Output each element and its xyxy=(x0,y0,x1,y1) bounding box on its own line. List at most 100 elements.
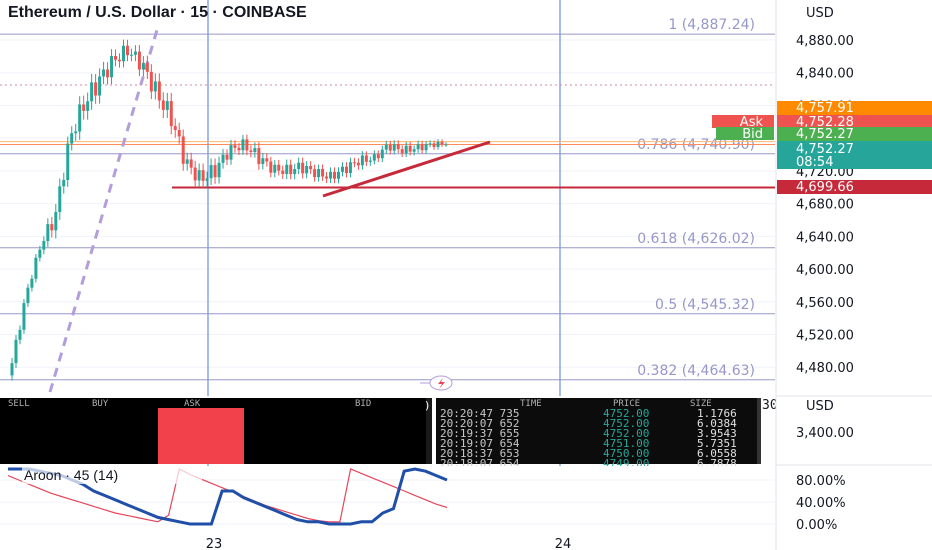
price-axis[interactable] xyxy=(776,0,932,550)
price-lines xyxy=(0,141,775,189)
candle-body xyxy=(165,101,169,110)
lower-currency-label: USD xyxy=(806,399,834,414)
main-pane[interactable] xyxy=(0,0,775,395)
trend-line[interactable] xyxy=(322,140,491,198)
candle-body xyxy=(22,303,26,330)
candle-body xyxy=(257,148,261,164)
candle-body xyxy=(396,144,400,150)
ask-badge xyxy=(712,115,774,128)
candle-body xyxy=(376,154,380,159)
candle-body xyxy=(356,162,360,166)
fib-label-0: 1 (4,887.24) xyxy=(668,17,755,33)
time-label-24: 24 xyxy=(555,537,572,550)
candle-body xyxy=(340,166,344,172)
candle-body xyxy=(336,171,340,179)
candle-body xyxy=(38,249,42,258)
candle-body xyxy=(209,165,213,179)
alert-marker-icon[interactable] xyxy=(420,375,453,391)
bid-price-tag: 4,752.27 xyxy=(796,127,854,142)
candle-body xyxy=(281,170,285,174)
candle-body xyxy=(62,179,66,187)
tape-cell: 4752.00 xyxy=(603,407,649,420)
tape-cell: 1.1766 xyxy=(697,407,737,420)
candle-body xyxy=(197,170,201,181)
candle-body xyxy=(424,144,428,151)
candle-body xyxy=(325,176,329,179)
price-tick-7: 4,600.00 xyxy=(796,263,854,278)
candle-body xyxy=(408,145,412,152)
aroon-tick-2: 0.00% xyxy=(796,518,837,533)
candle-body xyxy=(225,154,229,160)
candle-body xyxy=(261,158,265,164)
candle-body xyxy=(432,143,436,147)
tape-scrollbar[interactable] xyxy=(757,398,761,464)
candle-body xyxy=(289,164,293,175)
candle-body xyxy=(444,144,448,146)
price-tick-9: 4,520.00 xyxy=(796,328,854,343)
candle-body xyxy=(221,154,225,163)
price-tick-5: 4,680.00 xyxy=(796,198,854,213)
candle-body xyxy=(98,76,102,96)
panel-divider xyxy=(426,398,432,464)
tape-cell: 3.9543 xyxy=(697,427,737,440)
candle-body xyxy=(110,56,114,78)
time-sales-panel xyxy=(436,398,760,464)
aroon-tick-1: 40.00% xyxy=(796,496,846,511)
tape-header-size: SIZE xyxy=(690,399,712,409)
time-axis[interactable] xyxy=(0,536,775,550)
collapse-toggle[interactable]: ) xyxy=(424,399,431,412)
candle-body xyxy=(181,136,185,164)
candle-body xyxy=(313,169,317,178)
candle-body xyxy=(133,51,137,55)
dom-headers: SELL BUY ASK BID xyxy=(8,399,371,409)
candle-body xyxy=(157,81,161,101)
partial-label: 30 xyxy=(762,398,778,413)
candle-body xyxy=(66,143,70,180)
candle-body xyxy=(106,69,110,78)
aroon-legend[interactable]: Aroon · 45 (14) xyxy=(24,467,118,483)
candle-body xyxy=(380,149,384,159)
bid-price-tag-bg xyxy=(777,127,932,141)
candle-body xyxy=(58,186,62,213)
countdown-tag: 08:54 xyxy=(796,155,833,170)
candle-body xyxy=(169,101,173,127)
candle-body xyxy=(121,45,125,62)
candle-body xyxy=(10,363,14,376)
candle-body xyxy=(42,241,46,250)
candle-body xyxy=(78,104,82,132)
high-price-tag: 4,757.91 xyxy=(796,101,854,116)
lower-scale-tick: 3,400.00 xyxy=(796,426,854,441)
candlestick-series xyxy=(10,39,448,381)
candle-body xyxy=(125,45,129,56)
candle-body xyxy=(412,149,416,152)
candle-body xyxy=(277,164,281,171)
tape-cell: 4752.00 xyxy=(603,417,649,430)
candle-body xyxy=(46,224,50,242)
candle-body xyxy=(368,160,372,162)
last-price-tag: 4,752.27 xyxy=(796,142,854,157)
aroon-tick-0: 80.00% xyxy=(796,474,846,489)
candle-body xyxy=(329,171,333,179)
candle-body xyxy=(145,62,149,72)
candle-body xyxy=(364,155,368,162)
candle-body xyxy=(297,162,301,170)
candle-body xyxy=(301,162,305,174)
candle-body xyxy=(82,104,86,111)
aroon-legend-bg xyxy=(22,467,202,484)
candle-body xyxy=(118,59,122,62)
candle-body xyxy=(177,130,181,137)
time-label-23: 23 xyxy=(206,537,223,550)
price-tick-1: 4,840.00 xyxy=(796,67,854,82)
candle-body xyxy=(102,69,106,77)
currency-label[interactable]: USD xyxy=(806,6,834,21)
tape-cell: 20:19:07 654 xyxy=(440,437,520,450)
dom-header-bid: BID xyxy=(355,399,371,409)
candle-body xyxy=(285,164,289,174)
candle-body xyxy=(90,82,94,102)
price-tick-10: 4,480.00 xyxy=(796,361,854,376)
candle-body xyxy=(189,159,193,168)
tape-cell: 20:18:37 653 xyxy=(440,447,519,460)
candle-body xyxy=(253,148,257,153)
candle-body xyxy=(173,126,177,131)
price-tick-0: 4,880.00 xyxy=(796,34,854,49)
